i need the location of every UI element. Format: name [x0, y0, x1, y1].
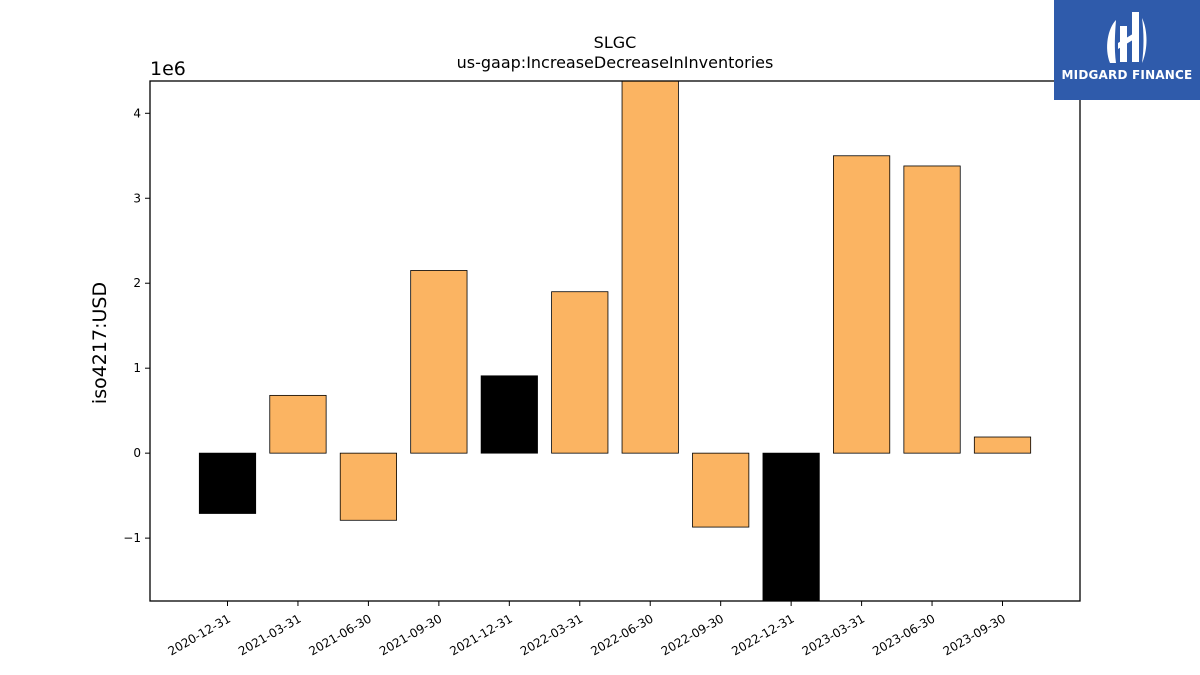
x-tick-label: 2023-06-30	[870, 611, 937, 658]
bar-2020-12-31	[198, 452, 257, 514]
y-axis-label: iso4217:USD	[89, 282, 111, 404]
bar-2021-09-30	[410, 270, 468, 454]
bar-2022-12-31	[762, 452, 820, 602]
y-tick-label: 3	[133, 191, 141, 205]
plot-frame	[149, 80, 1081, 602]
x-tick-label: 2021-03-31	[236, 611, 303, 658]
y-tick-label: 2	[133, 276, 141, 290]
x-tick-label: 2020-12-31	[166, 611, 233, 658]
bar-2021-03-31	[269, 394, 327, 454]
y-axis: −1 0 1 2 3 4	[123, 106, 150, 545]
x-tick-label: 2021-06-30	[307, 611, 374, 658]
bar-2021-06-30	[339, 452, 397, 521]
bar-2022-03-31	[551, 291, 609, 454]
x-tick-label: 2021-09-30	[377, 611, 444, 658]
x-tick-label: 2022-12-31	[729, 611, 796, 658]
y-tick-label: −1	[123, 531, 141, 545]
bar-2023-09-30	[973, 436, 1032, 454]
bar-2022-09-30	[692, 452, 750, 528]
x-tick-label: 2022-03-31	[518, 611, 585, 658]
chart-subtitle: us-gaap:IncreaseDecreaseInInventories	[457, 53, 774, 72]
chart-title: SLGC	[594, 33, 637, 52]
y-tick-label: 4	[133, 106, 141, 120]
x-axis: 2020-12-31 2021-03-31 2021-06-30 2021-09-30…	[166, 601, 1008, 658]
y-axis-offset-label: 1e6	[150, 58, 186, 80]
x-tick-label: 2021-12-31	[447, 611, 514, 658]
bar-2023-06-30	[903, 165, 961, 454]
bar-2021-12-31	[480, 375, 538, 454]
y-tick-label: 0	[133, 446, 141, 460]
company-logo: MIDGARD FINANCE	[1054, 0, 1200, 100]
bar-2022-06-30	[621, 80, 679, 454]
x-tick-label: 2022-09-30	[659, 611, 726, 658]
x-tick-label: 2023-03-31	[800, 611, 867, 658]
y-tick-label: 1	[133, 361, 141, 375]
bar-2023-03-31	[833, 155, 891, 454]
logo-text: MIDGARD FINANCE	[1061, 68, 1193, 82]
logo-mark-icon	[1107, 12, 1147, 63]
x-tick-label: 2022-06-30	[588, 611, 655, 658]
x-tick-label: 2023-09-30	[941, 611, 1008, 658]
bars-group	[198, 80, 1032, 602]
